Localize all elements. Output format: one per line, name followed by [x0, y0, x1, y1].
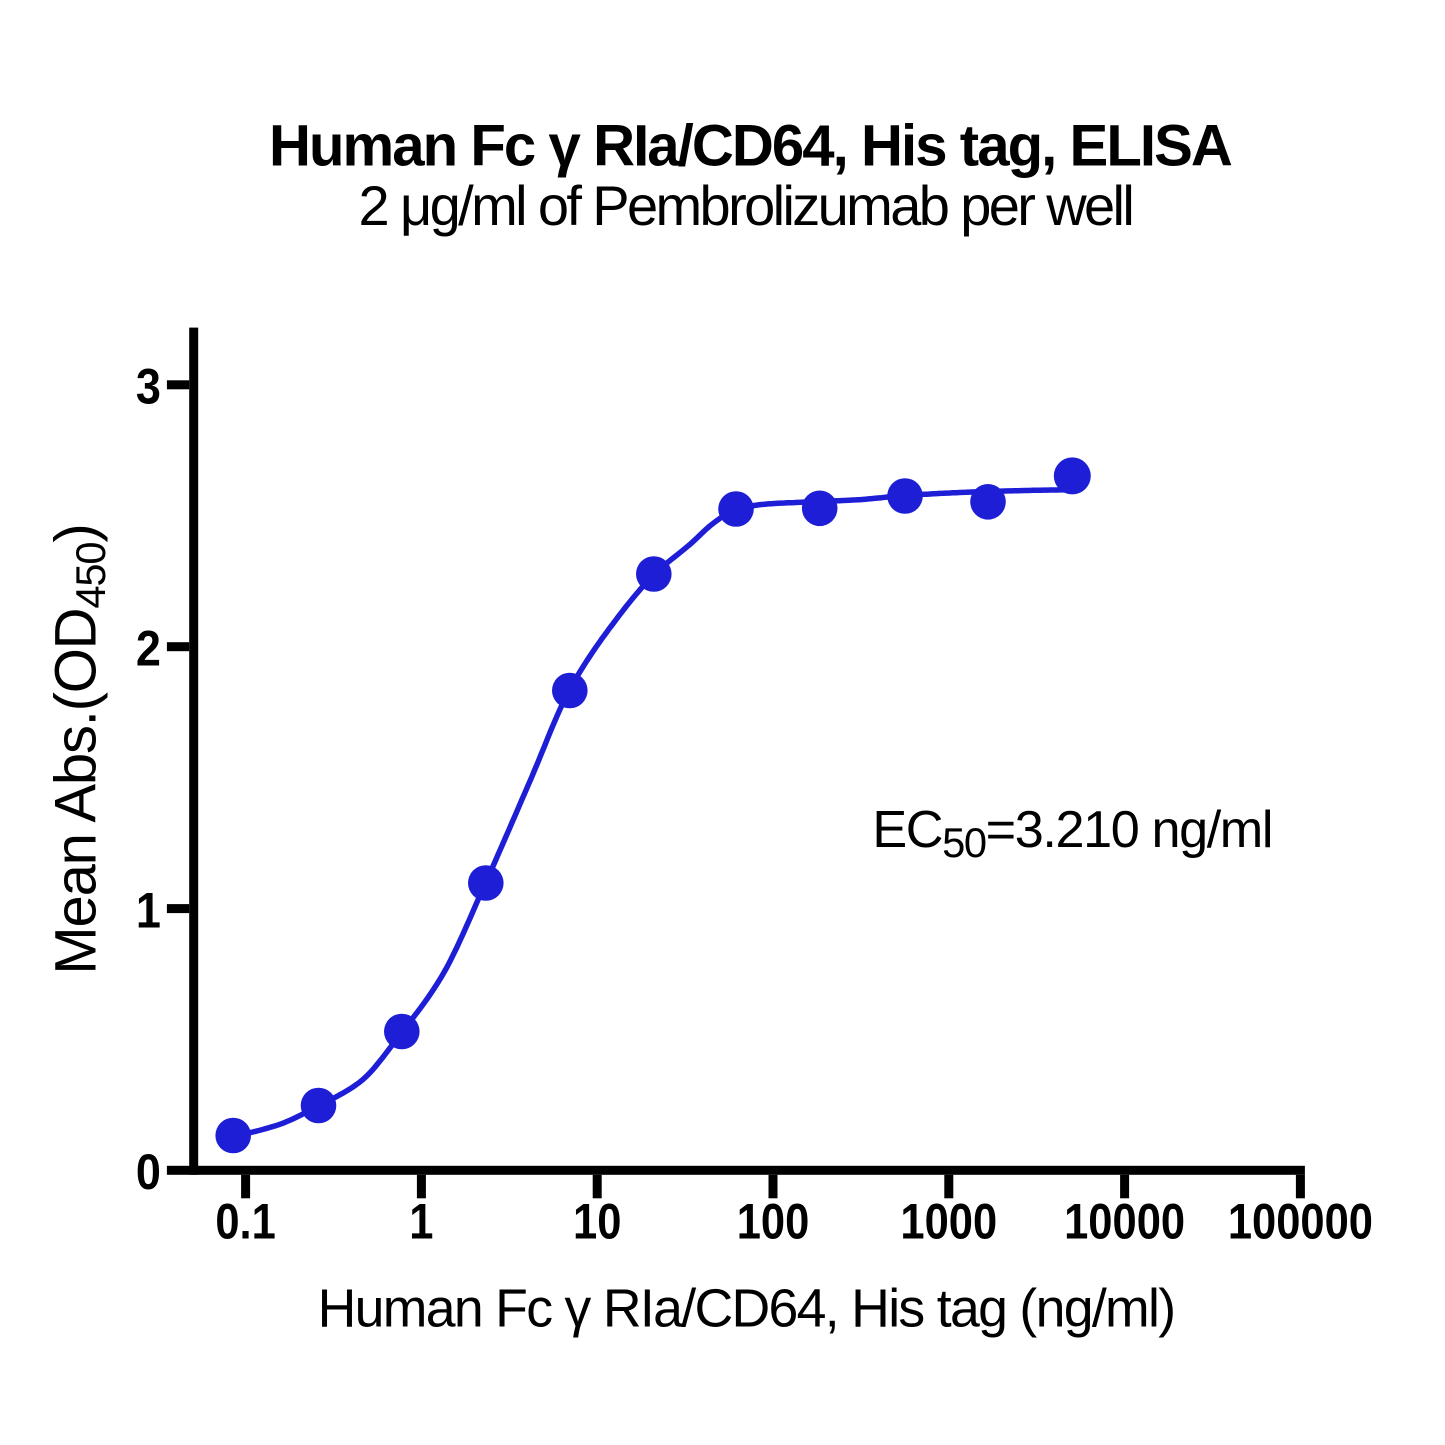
- svg-text:0.1: 0.1: [215, 1194, 275, 1249]
- svg-text:2 μg/ml of Pembrolizumab per w: 2 μg/ml of Pembrolizumab per well: [359, 174, 1133, 237]
- svg-text:2: 2: [136, 621, 161, 677]
- svg-text:100: 100: [737, 1194, 810, 1249]
- svg-text:1: 1: [409, 1194, 433, 1249]
- svg-text:Human Fc γ RIa/CD64, His tag,: Human Fc γ RIa/CD64, His tag, ELISA: [269, 113, 1232, 178]
- svg-text:EC50=3.210 ng/ml: EC50=3.210 ng/ml: [872, 801, 1272, 866]
- svg-text:1: 1: [136, 883, 161, 939]
- svg-text:1000: 1000: [900, 1194, 997, 1249]
- svg-text:10: 10: [573, 1194, 621, 1249]
- svg-text:3: 3: [136, 359, 161, 415]
- svg-text:100000: 100000: [1228, 1194, 1373, 1249]
- svg-text:10000: 10000: [1064, 1194, 1185, 1249]
- svg-text:0: 0: [136, 1145, 161, 1201]
- svg-text:Human Fc γ RIa/CD64, His tag (: Human Fc γ RIa/CD64, His tag (ng/ml): [318, 1279, 1175, 1339]
